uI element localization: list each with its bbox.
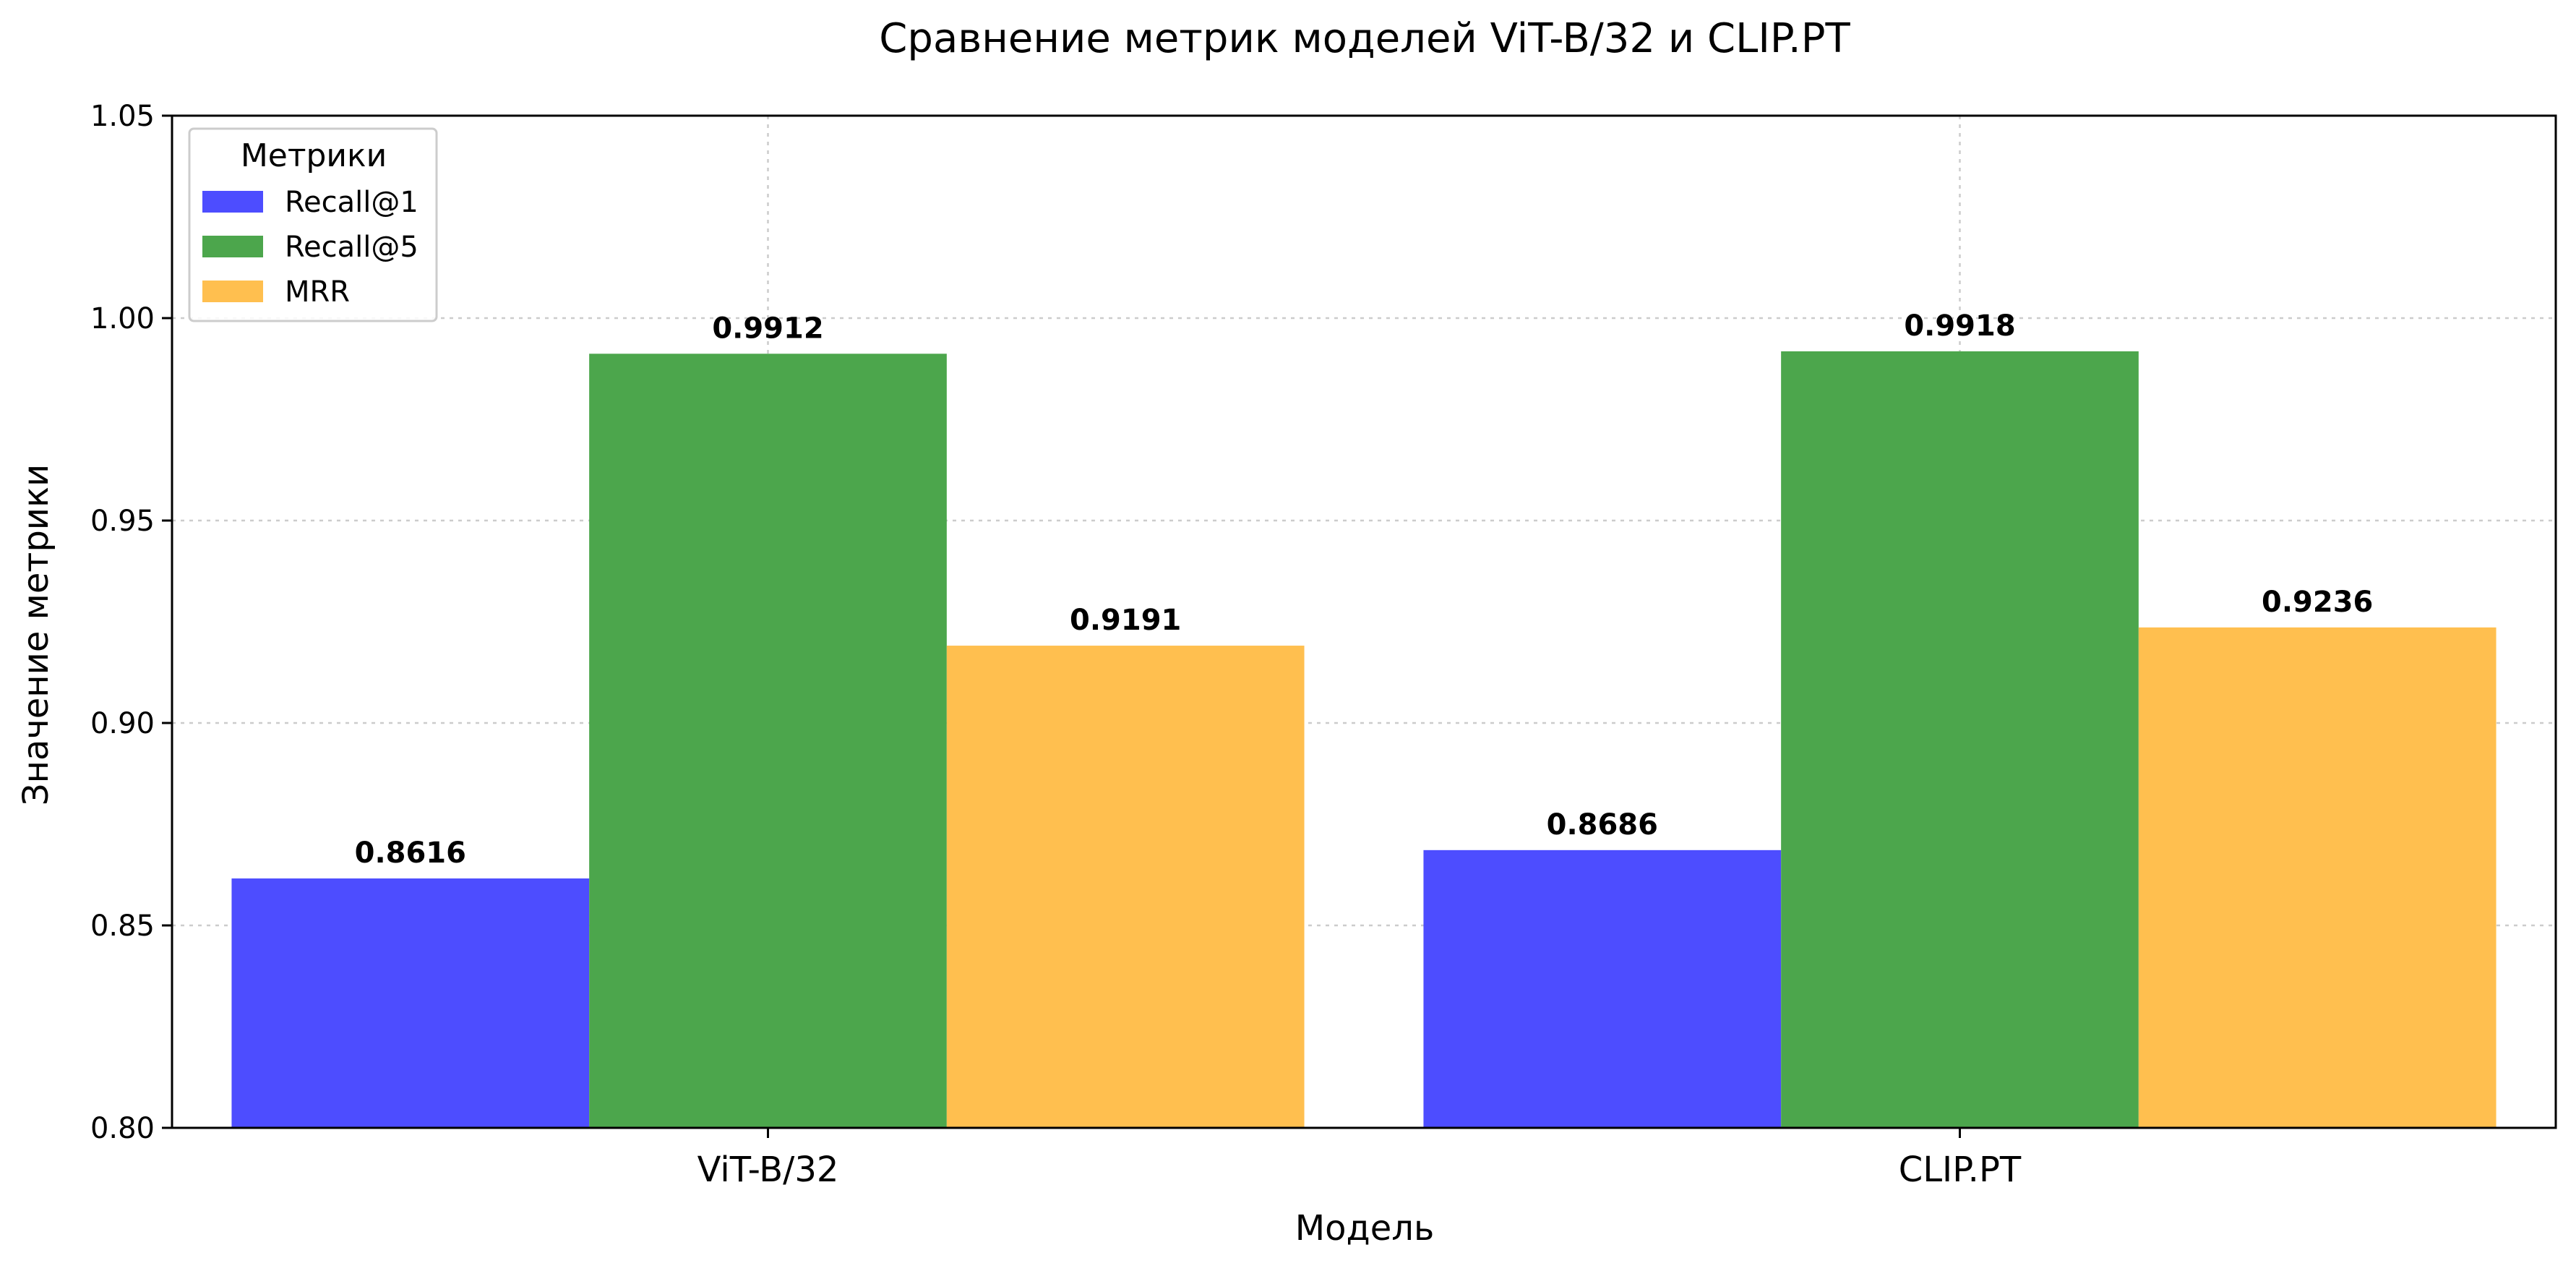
bar-mrr-1 bbox=[2138, 627, 2496, 1128]
data-label: 0.9918 bbox=[1904, 309, 2015, 343]
y-axis-ticks: 0.80 0.85 0.90 0.95 1.00 1.05 bbox=[90, 100, 172, 1145]
legend-swatch bbox=[202, 281, 263, 302]
legend-label: MRR bbox=[285, 275, 350, 309]
data-label: 0.8686 bbox=[1547, 808, 1658, 842]
x-tick-label: CLIP.PT bbox=[1899, 1150, 2022, 1190]
x-tick-label: ViT-B/32 bbox=[697, 1150, 839, 1190]
x-axis-label: Модель bbox=[1295, 1208, 1434, 1249]
bar-recall5-0 bbox=[589, 354, 947, 1128]
bar-mrr-0 bbox=[946, 646, 1305, 1128]
legend-title: Метрики bbox=[241, 137, 387, 174]
bar-recall5-1 bbox=[1781, 351, 2139, 1128]
legend-swatch bbox=[202, 236, 263, 257]
y-tick-label: 1.05 bbox=[90, 100, 155, 133]
legend-items: Recall@1 Recall@5 MRR bbox=[202, 186, 418, 309]
data-label: 0.9236 bbox=[2262, 586, 2373, 619]
data-label: 0.8616 bbox=[355, 836, 466, 870]
y-axis-label: Значение метрики bbox=[16, 464, 56, 805]
y-tick-label: 0.80 bbox=[90, 1112, 155, 1145]
bars bbox=[231, 351, 2496, 1128]
x-axis-ticks: ViT-B/32 CLIP.PT bbox=[697, 1128, 2022, 1190]
y-tick-label: 0.85 bbox=[90, 910, 155, 943]
data-label: 0.9912 bbox=[712, 312, 823, 345]
data-label: 0.9191 bbox=[1070, 604, 1181, 637]
legend-box bbox=[188, 127, 438, 322]
plot-frame bbox=[171, 114, 2557, 1129]
legend-label: Recall@5 bbox=[285, 231, 418, 264]
y-tick-label: 0.90 bbox=[90, 707, 155, 740]
legend-label: Recall@1 bbox=[285, 186, 418, 219]
legend-swatch bbox=[202, 191, 263, 213]
y-tick-label: 0.95 bbox=[90, 505, 155, 538]
y-tick-label: 1.00 bbox=[90, 302, 155, 335]
bar-recall1-1 bbox=[1423, 850, 1782, 1128]
bar-recall1-0 bbox=[231, 878, 590, 1128]
data-labels: 0.8616 0.8686 0.9912 0.9918 0.9191 0.9236 bbox=[355, 309, 2374, 870]
legend: Метрики Recall@1 Recall@5 MRR bbox=[188, 127, 438, 322]
chart-title: Сравнение метрик моделей ViT-B/32 и CLIP… bbox=[879, 15, 1850, 62]
